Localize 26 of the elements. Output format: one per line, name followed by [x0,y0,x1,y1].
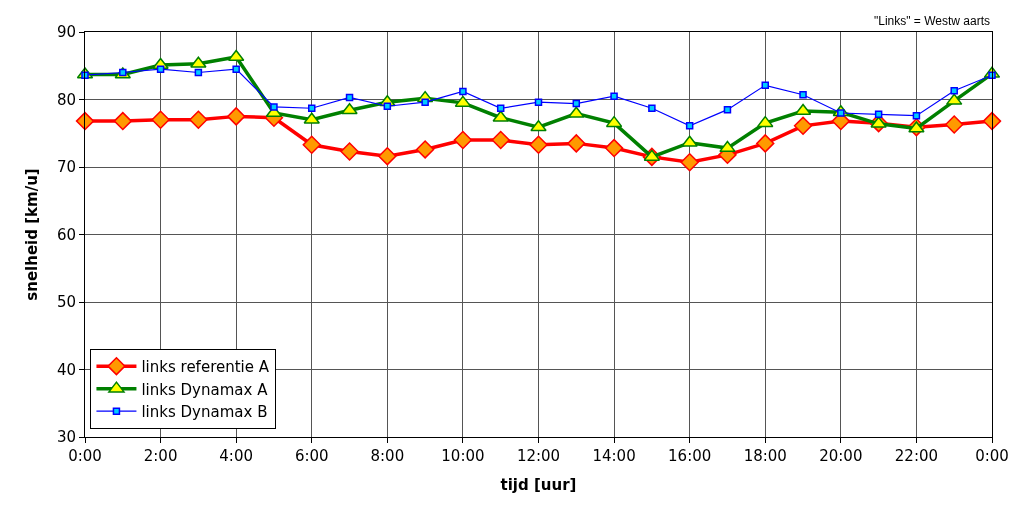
x-tick-label: 4:00 [219,447,254,465]
x-tick-label: 0:00 [975,447,1009,465]
x-tick-label: 18:00 [743,447,787,465]
x-tick-label: 12:00 [516,447,561,465]
y-tick-label: 30 [56,428,76,447]
y-tick-label: 80 [56,90,76,109]
x-axis-title: tijd [uur] [500,476,577,494]
y-tick-label: 90 [56,23,76,42]
legend-label: links Dynamax A [141,380,269,399]
x-tick-label: 14:00 [592,447,636,465]
y-tick-label: 70 [56,158,76,177]
x-tick-label: 22:00 [894,447,939,465]
legend-label: links Dynamax B [141,403,268,421]
x-tick-label: 10:00 [441,447,485,465]
y-tick-label: 40 [56,360,76,379]
text: "Links" = Westw aarts [874,14,991,28]
x-tick-label: 6:00 [294,447,329,465]
x-tick-label: 20:00 [819,447,863,465]
y-axis-title: snelheid [km/u] [23,168,42,301]
x-tick-label: 16:00 [668,447,712,465]
y-tick-label: 50 [56,293,76,312]
legend-label: links referentie A [141,358,270,376]
y-tick-label: 60 [56,225,76,244]
x-tick-label: 0:00 [68,447,102,465]
x-tick-label: 2:00 [143,447,178,465]
x-tick-label: 8:00 [370,447,405,465]
